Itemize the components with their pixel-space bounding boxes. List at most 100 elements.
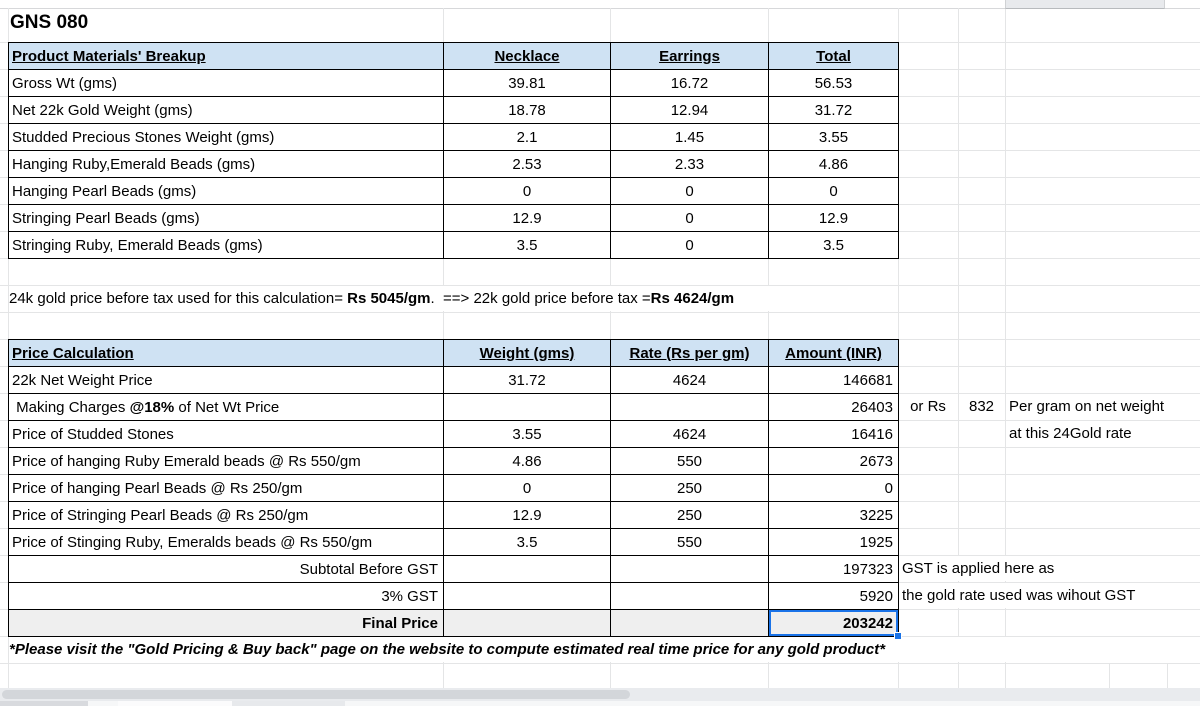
amount-cell[interactable]: 1925 bbox=[768, 528, 899, 556]
value-cell[interactable]: 2.33 bbox=[610, 150, 769, 178]
necklace-header-cell[interactable]: Necklace bbox=[443, 42, 611, 70]
gst-note-line2[interactable]: the gold rate used was wihout GST bbox=[902, 583, 1194, 608]
rate-cell[interactable]: 4624 bbox=[610, 420, 769, 448]
price-calc-title-cell[interactable]: Price Calculation bbox=[8, 339, 444, 367]
amount-cell[interactable]: 146681 bbox=[768, 366, 899, 394]
row-label-cell[interactable]: Gross Wt (gms) bbox=[8, 69, 444, 97]
weight-header-cell[interactable]: Weight (gms) bbox=[443, 339, 611, 367]
row-label-cell[interactable]: Price of hanging Ruby Emerald beads @ Rs… bbox=[8, 447, 444, 475]
or-rs-cell[interactable]: or Rs bbox=[910, 398, 946, 415]
row-label-cell[interactable]: Hanging Ruby,Emerald Beads (gms) bbox=[8, 150, 444, 178]
row-label-cell[interactable]: 22k Net Weight Price bbox=[8, 366, 444, 394]
subtotal-amount-cell[interactable]: 197323 bbox=[768, 555, 899, 583]
amount-cell[interactable]: 3225 bbox=[768, 501, 899, 529]
rate-cell[interactable]: 550 bbox=[610, 528, 769, 556]
rate-cell[interactable] bbox=[610, 582, 769, 610]
gold-rate-24k: Rs 5045/gm bbox=[347, 290, 431, 307]
earrings-header-cell[interactable]: Earrings bbox=[610, 42, 769, 70]
per-gram-value-cell[interactable]: 832 bbox=[968, 398, 995, 415]
sheet-tab-partial[interactable] bbox=[118, 701, 232, 706]
materials-title-cell[interactable]: Product Materials' Breakup bbox=[8, 42, 444, 70]
row-label-cell[interactable]: Studded Precious Stones Weight (gms) bbox=[8, 123, 444, 151]
row-label-cell[interactable]: Hanging Pearl Beads (gms) bbox=[8, 177, 444, 205]
weight-cell[interactable]: 31.72 bbox=[443, 366, 611, 394]
total-header-cell[interactable]: Total bbox=[768, 42, 899, 70]
gridline-vertical bbox=[1005, 8, 1006, 690]
gridline-vertical bbox=[1167, 663, 1168, 690]
table-row: Price of hanging Pearl Beads @ Rs 250/gm… bbox=[8, 474, 899, 502]
table-row: Price of Studded Stones 3.55 4624 16416 bbox=[8, 420, 899, 448]
materials-table: Product Materials' Breakup Necklace Earr… bbox=[8, 42, 899, 259]
row-label-cell[interactable]: Stringing Pearl Beads (gms) bbox=[8, 204, 444, 232]
subtotal-label-cell[interactable]: Subtotal Before GST bbox=[8, 555, 444, 583]
amount-header-cell[interactable]: Amount (INR) bbox=[768, 339, 899, 367]
row-label-cell[interactable]: Price of Studded Stones bbox=[8, 420, 444, 448]
weight-cell[interactable] bbox=[443, 393, 611, 421]
weight-cell[interactable]: 4.86 bbox=[443, 447, 611, 475]
value-cell[interactable]: 56.53 bbox=[768, 69, 899, 97]
value-cell[interactable]: 4.86 bbox=[768, 150, 899, 178]
row-label-cell[interactable]: Price of Stringing Pearl Beads @ Rs 250/… bbox=[8, 501, 444, 529]
row-label-cell[interactable]: Price of hanging Pearl Beads @ Rs 250/gm bbox=[8, 474, 444, 502]
row-label-cell[interactable]: Price of Stinging Ruby, Emeralds beads @… bbox=[8, 528, 444, 556]
weight-cell[interactable]: 3.55 bbox=[443, 420, 611, 448]
final-price-value: 203242 bbox=[842, 614, 893, 632]
value-cell[interactable]: 3.55 bbox=[768, 123, 899, 151]
horizontal-scrollbar-thumb[interactable] bbox=[2, 690, 630, 699]
amount-cell[interactable]: 16416 bbox=[768, 420, 899, 448]
weight-cell[interactable] bbox=[443, 555, 611, 583]
value-cell[interactable]: 0 bbox=[610, 204, 769, 232]
weight-cell[interactable]: 0 bbox=[443, 474, 611, 502]
final-price-amount-cell-selected[interactable]: 203242 bbox=[768, 609, 902, 640]
value-cell[interactable]: 0 bbox=[443, 177, 611, 205]
value-cell[interactable]: 0 bbox=[610, 231, 769, 259]
rate-cell[interactable] bbox=[610, 609, 769, 637]
amount-cell[interactable]: 26403 bbox=[768, 393, 899, 421]
value-cell[interactable]: 31.72 bbox=[768, 96, 899, 124]
value-cell[interactable]: 3.5 bbox=[768, 231, 899, 259]
rate-cell[interactable]: 250 bbox=[610, 474, 769, 502]
value-cell[interactable]: 3.5 bbox=[443, 231, 611, 259]
rate-cell[interactable]: 250 bbox=[610, 501, 769, 529]
rate-cell[interactable]: 550 bbox=[610, 447, 769, 475]
rate-cell[interactable] bbox=[610, 393, 769, 421]
value-cell[interactable]: 2.1 bbox=[443, 123, 611, 151]
weight-cell[interactable] bbox=[443, 582, 611, 610]
gridline-vertical bbox=[958, 8, 959, 690]
footer-disclaimer[interactable]: *Please visit the "Gold Pricing & Buy ba… bbox=[9, 637, 1089, 662]
rate-cell[interactable] bbox=[610, 555, 769, 583]
value-cell[interactable]: 12.9 bbox=[768, 204, 899, 232]
weight-cell[interactable]: 3.5 bbox=[443, 528, 611, 556]
value-cell[interactable]: 2.53 bbox=[443, 150, 611, 178]
row-label-cell[interactable]: Stringing Ruby, Emerald Beads (gms) bbox=[8, 231, 444, 259]
sheet-tab-strip bbox=[0, 701, 1200, 706]
rate-cell[interactable]: 4624 bbox=[610, 366, 769, 394]
value-cell[interactable]: 1.45 bbox=[610, 123, 769, 151]
value-cell[interactable]: 0 bbox=[768, 177, 899, 205]
amount-cell[interactable]: 0 bbox=[768, 474, 899, 502]
weight-cell[interactable] bbox=[443, 609, 611, 637]
sheet-tab-partial[interactable] bbox=[232, 701, 345, 706]
value-cell[interactable]: 39.81 bbox=[443, 69, 611, 97]
per-gram-note-line2[interactable]: at this 24Gold rate bbox=[1009, 425, 1132, 442]
row-label-cell[interactable]: Making Charges @18% of Net Wt Price bbox=[8, 393, 444, 421]
selection-fill-handle[interactable] bbox=[894, 632, 902, 640]
final-price-label-cell[interactable]: Final Price bbox=[8, 609, 444, 637]
weight-cell[interactable]: 12.9 bbox=[443, 501, 611, 529]
value-cell[interactable]: 12.9 bbox=[443, 204, 611, 232]
gold-rate-note[interactable]: 24k gold price before tax used for this … bbox=[9, 286, 869, 311]
table-row: Hanging Pearl Beads (gms) 0 0 0 bbox=[8, 177, 899, 205]
value-cell[interactable]: 18.78 bbox=[443, 96, 611, 124]
per-gram-note-line1[interactable]: Per gram on net weight bbox=[1009, 398, 1165, 415]
value-cell[interactable]: 16.72 bbox=[610, 69, 769, 97]
value-cell[interactable]: 12.94 bbox=[610, 96, 769, 124]
product-code-title[interactable]: GNS 080 bbox=[10, 12, 89, 33]
gst-amount-cell[interactable]: 5920 bbox=[768, 582, 899, 610]
sheet-tab-partial[interactable] bbox=[0, 701, 88, 706]
rate-header-cell[interactable]: Rate (Rs per gm) bbox=[610, 339, 769, 367]
gst-note-line1[interactable]: GST is applied here as bbox=[902, 556, 1194, 581]
value-cell[interactable]: 0 bbox=[610, 177, 769, 205]
row-label-cell[interactable]: Net 22k Gold Weight (gms) bbox=[8, 96, 444, 124]
amount-cell[interactable]: 2673 bbox=[768, 447, 899, 475]
gst-label-cell[interactable]: 3% GST bbox=[8, 582, 444, 610]
